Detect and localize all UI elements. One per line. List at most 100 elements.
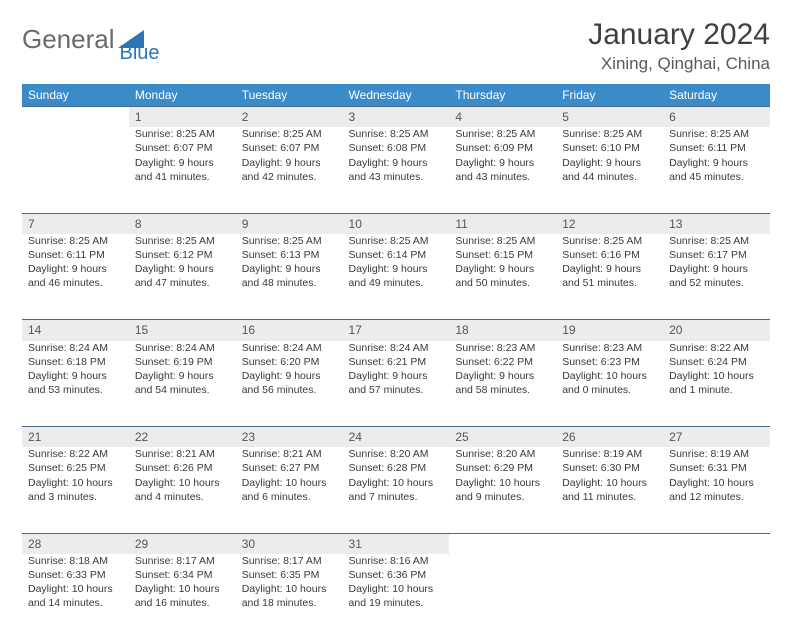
sunrise-text: Sunrise: 8:25 AM <box>562 127 657 141</box>
sunrise-text: Sunrise: 8:24 AM <box>135 341 230 355</box>
day-cell <box>556 554 663 640</box>
day-number: 5 <box>556 107 663 128</box>
day-number: 17 <box>343 320 450 341</box>
daylight-text: Daylight: 9 hours <box>135 156 230 170</box>
daylight-text: Daylight: 9 hours <box>562 156 657 170</box>
day-cell: Sunrise: 8:25 AMSunset: 6:17 PMDaylight:… <box>663 234 770 320</box>
daylight-text: Daylight: 9 hours <box>455 156 550 170</box>
daylight-text: and 51 minutes. <box>562 276 657 290</box>
daylight-text: and 16 minutes. <box>135 596 230 610</box>
day-cell: Sunrise: 8:22 AMSunset: 6:24 PMDaylight:… <box>663 341 770 427</box>
day-number: 21 <box>22 427 129 448</box>
daylight-text: and 58 minutes. <box>455 383 550 397</box>
day-cell: Sunrise: 8:25 AMSunset: 6:14 PMDaylight:… <box>343 234 450 320</box>
sunset-text: Sunset: 6:09 PM <box>455 141 550 155</box>
sunrise-text: Sunrise: 8:25 AM <box>242 127 337 141</box>
sunset-text: Sunset: 6:13 PM <box>242 248 337 262</box>
sunrise-text: Sunrise: 8:20 AM <box>349 447 444 461</box>
sunset-text: Sunset: 6:07 PM <box>135 141 230 155</box>
daylight-text: Daylight: 10 hours <box>349 582 444 596</box>
sunrise-text: Sunrise: 8:23 AM <box>455 341 550 355</box>
sunrise-text: Sunrise: 8:24 AM <box>242 341 337 355</box>
sunset-text: Sunset: 6:11 PM <box>28 248 123 262</box>
sunrise-text: Sunrise: 8:25 AM <box>242 234 337 248</box>
daylight-text: and 19 minutes. <box>349 596 444 610</box>
sunrise-text: Sunrise: 8:19 AM <box>669 447 764 461</box>
day-cell <box>22 127 129 213</box>
daylight-text: Daylight: 9 hours <box>455 369 550 383</box>
day-cell: Sunrise: 8:24 AMSunset: 6:18 PMDaylight:… <box>22 341 129 427</box>
day-cell: Sunrise: 8:25 AMSunset: 6:11 PMDaylight:… <box>22 234 129 320</box>
day-cell: Sunrise: 8:18 AMSunset: 6:33 PMDaylight:… <box>22 554 129 640</box>
daylight-text: Daylight: 9 hours <box>242 156 337 170</box>
weekday-header-row: Sunday Monday Tuesday Wednesday Thursday… <box>22 84 770 107</box>
daylight-text: Daylight: 9 hours <box>135 369 230 383</box>
daylight-text: Daylight: 10 hours <box>135 582 230 596</box>
daylight-text: and 18 minutes. <box>242 596 337 610</box>
logo-text-general: General <box>22 24 115 55</box>
sunrise-text: Sunrise: 8:25 AM <box>669 234 764 248</box>
sunrise-text: Sunrise: 8:25 AM <box>349 127 444 141</box>
sunset-text: Sunset: 6:14 PM <box>349 248 444 262</box>
daylight-text: Daylight: 9 hours <box>562 262 657 276</box>
day-number-row: 14151617181920 <box>22 320 770 341</box>
weekday-header: Tuesday <box>236 84 343 107</box>
sunset-text: Sunset: 6:15 PM <box>455 248 550 262</box>
daylight-text: and 42 minutes. <box>242 170 337 184</box>
day-cell: Sunrise: 8:17 AMSunset: 6:34 PMDaylight:… <box>129 554 236 640</box>
day-content-row: Sunrise: 8:18 AMSunset: 6:33 PM Daylight:… <box>22 554 770 640</box>
sunrise-text: Sunrise: 8:16 AM <box>349 554 444 568</box>
day-cell <box>449 554 556 640</box>
day-number: 3 <box>343 107 450 128</box>
weekday-header: Wednesday <box>343 84 450 107</box>
day-number: 18 <box>449 320 556 341</box>
sunrise-text: Sunrise: 8:24 AM <box>28 341 123 355</box>
daylight-text: and 1 minute. <box>669 383 764 397</box>
day-number: 29 <box>129 533 236 554</box>
day-number-row: 123456 <box>22 107 770 128</box>
day-number <box>449 533 556 554</box>
daylight-text: Daylight: 10 hours <box>669 369 764 383</box>
sunset-text: Sunset: 6:36 PM <box>349 568 444 582</box>
day-cell: Sunrise: 8:25 AMSunset: 6:12 PMDaylight:… <box>129 234 236 320</box>
logo-text-blue: Blue <box>120 42 160 65</box>
sunset-text: Sunset: 6:22 PM <box>455 355 550 369</box>
day-cell <box>663 554 770 640</box>
daylight-text: and 47 minutes. <box>135 276 230 290</box>
header: General Blue January 2024 Xining, Qingha… <box>22 18 770 74</box>
day-cell: Sunrise: 8:17 AMSunset: 6:35 PMDaylight:… <box>236 554 343 640</box>
day-cell: Sunrise: 8:25 AMSunset: 6:16 PMDaylight:… <box>556 234 663 320</box>
daylight-text: and 0 minutes. <box>562 383 657 397</box>
sunrise-text: Sunrise: 8:25 AM <box>455 234 550 248</box>
sunrise-text: Sunrise: 8:18 AM <box>28 554 123 568</box>
day-cell: Sunrise: 8:21 AMSunset: 6:26 PMDaylight:… <box>129 447 236 533</box>
daylight-text: and 49 minutes. <box>349 276 444 290</box>
daylight-text: Daylight: 9 hours <box>242 262 337 276</box>
sunrise-text: Sunrise: 8:21 AM <box>242 447 337 461</box>
sunset-text: Sunset: 6:29 PM <box>455 461 550 475</box>
day-cell: Sunrise: 8:22 AMSunset: 6:25 PMDaylight:… <box>22 447 129 533</box>
day-content-row: Sunrise: 8:24 AMSunset: 6:18 PMDaylight:… <box>22 341 770 427</box>
daylight-text: Daylight: 9 hours <box>135 262 230 276</box>
sunrise-text: Sunrise: 8:17 AM <box>135 554 230 568</box>
day-number: 7 <box>22 213 129 234</box>
sunrise-text: Sunrise: 8:25 AM <box>28 234 123 248</box>
day-cell: Sunrise: 8:20 AMSunset: 6:28 PMDaylight:… <box>343 447 450 533</box>
daylight-text: Daylight: 9 hours <box>242 369 337 383</box>
weekday-header: Thursday <box>449 84 556 107</box>
daylight-text: and 53 minutes. <box>28 383 123 397</box>
sunset-text: Sunset: 6:11 PM <box>669 141 764 155</box>
daylight-text: Daylight: 10 hours <box>28 476 123 490</box>
day-cell: Sunrise: 8:24 AMSunset: 6:20 PMDaylight:… <box>236 341 343 427</box>
sunset-text: Sunset: 6:33 PM <box>28 568 123 582</box>
day-cell: Sunrise: 8:24 AMSunset: 6:21 PMDaylight:… <box>343 341 450 427</box>
daylight-text: and 45 minutes. <box>669 170 764 184</box>
daylight-text: and 6 minutes. <box>242 490 337 504</box>
day-number-row: 28293031 <box>22 533 770 554</box>
day-number: 24 <box>343 427 450 448</box>
weekday-header: Sunday <box>22 84 129 107</box>
day-cell: Sunrise: 8:25 AMSunset: 6:13 PMDaylight:… <box>236 234 343 320</box>
day-number: 20 <box>663 320 770 341</box>
day-number: 6 <box>663 107 770 128</box>
daylight-text: Daylight: 9 hours <box>28 369 123 383</box>
